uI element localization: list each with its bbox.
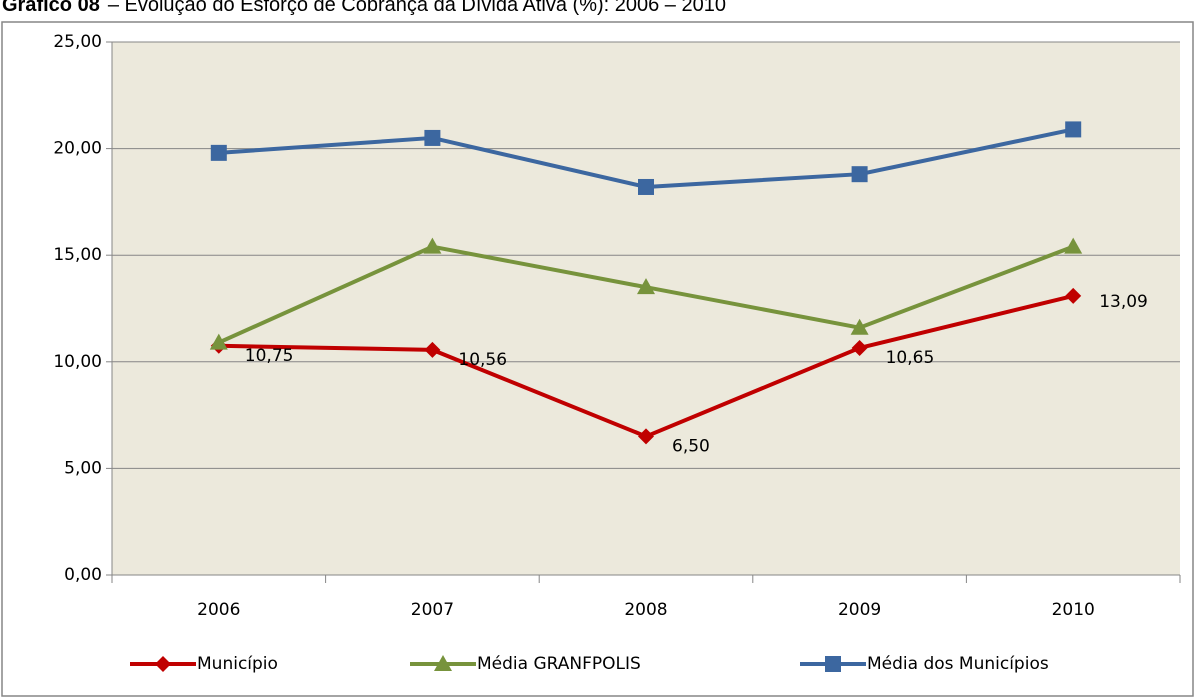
marker — [209, 333, 228, 350]
marker — [423, 237, 442, 254]
title-prefix: Gráfico 08 — [2, 0, 100, 16]
marker — [850, 318, 869, 335]
marker — [155, 656, 171, 672]
x-tick-label: 2010 — [1052, 600, 1095, 620]
marker — [851, 166, 868, 183]
marker — [210, 144, 227, 161]
x-tick-label: 2006 — [197, 600, 240, 620]
y-tick-label: 5,00 — [64, 458, 102, 478]
legend-label: Média GRANFPOLIS — [477, 654, 641, 674]
x-tick-label: 2008 — [624, 600, 667, 620]
marker — [851, 339, 868, 356]
marker — [1064, 237, 1083, 254]
y-tick-label: 10,00 — [53, 352, 102, 372]
data-label: 10,56 — [458, 350, 507, 370]
marker — [1065, 121, 1082, 138]
legend-label: Município — [197, 654, 278, 674]
y-tick-label: 25,00 — [53, 32, 102, 52]
legend-label: Média dos Municípios — [867, 654, 1049, 674]
y-tick-label: 15,00 — [53, 245, 102, 265]
chart-title: Gráfico 08 – Evolução do Esforço de Cobra… — [2, 0, 726, 16]
title-text: – Evolução do Esforço de Cobrança da Dív… — [108, 0, 726, 16]
data-label: 6,50 — [672, 436, 710, 456]
x-tick-label: 2009 — [838, 600, 881, 620]
marker — [1065, 287, 1082, 304]
x-tick-label: 2007 — [411, 600, 454, 620]
y-tick-label: 20,00 — [53, 139, 102, 159]
data-label: 10,65 — [886, 348, 935, 368]
marker — [434, 655, 452, 671]
marker — [637, 278, 655, 295]
data-label: 13,09 — [1099, 292, 1148, 312]
data-label: 10,75 — [245, 346, 294, 366]
y-tick-label: 0,00 — [64, 565, 102, 585]
marker — [825, 656, 841, 672]
marker — [638, 428, 654, 445]
marker — [424, 341, 441, 358]
marker — [424, 129, 441, 146]
marker — [638, 178, 654, 195]
